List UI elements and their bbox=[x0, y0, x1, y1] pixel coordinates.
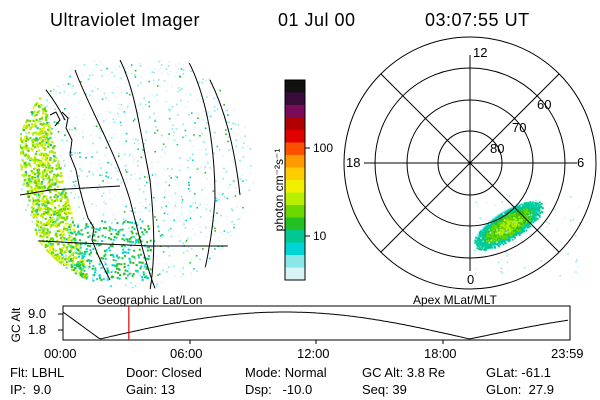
colorbar-segment bbox=[285, 255, 305, 268]
info-glon: GLon: 27.9 bbox=[486, 382, 554, 397]
colorbar-segment bbox=[285, 230, 305, 243]
info-ip: IP: 9.0 bbox=[10, 382, 52, 397]
info-door: Door: Closed bbox=[126, 365, 202, 380]
info-gc-alt: GC Alt: 3.8 Re bbox=[362, 365, 446, 380]
colorbar-tick-10: 10 bbox=[313, 229, 327, 243]
timeline-ytick-low: 1.8 bbox=[28, 322, 47, 337]
colorbar-segment bbox=[285, 180, 305, 193]
timeline-xtick-0000: 00:00 bbox=[44, 346, 77, 361]
mlat-label-60: 60 bbox=[537, 97, 552, 112]
auroral-oval bbox=[471, 195, 581, 277]
mlt-label-6: 6 bbox=[577, 155, 585, 170]
info-filter: Flt: LBHL bbox=[10, 365, 65, 380]
colorbar-segment bbox=[285, 80, 305, 93]
colorbar-segment bbox=[285, 192, 305, 206]
geographic-image bbox=[20, 60, 254, 290]
colorbar-tick-100: 100 bbox=[313, 141, 334, 155]
colorbar-segment bbox=[285, 242, 305, 256]
timeline-xtick-1200: 12:00 bbox=[297, 346, 330, 361]
timeline-xtick-2359: 23:59 bbox=[551, 346, 584, 361]
timeline-xtick-0600: 06:00 bbox=[170, 346, 203, 361]
colorbar-segment bbox=[285, 142, 305, 156]
colorbar-segment bbox=[285, 105, 305, 118]
mlat-label-70: 70 bbox=[512, 120, 527, 135]
colorbar-segment bbox=[285, 217, 305, 231]
info-seq: Seq: 39 bbox=[362, 382, 407, 397]
instrument-title: Ultraviolet Imager bbox=[50, 10, 201, 30]
colorbar-segment bbox=[285, 92, 305, 106]
observation-time: 03:07:55 UT bbox=[425, 10, 530, 30]
timeline-ylabel: GC Alt bbox=[9, 307, 23, 343]
mlt-label-12: 12 bbox=[473, 45, 488, 60]
colorbar-segment bbox=[285, 155, 305, 168]
geographic-panel-label: Geographic Lat/Lon bbox=[97, 293, 203, 307]
info-glat: GLat: -61.1 bbox=[486, 365, 552, 380]
timeline-xtick-1800: 18:00 bbox=[424, 346, 457, 361]
timeline-ytick-high: 9.0 bbox=[28, 306, 47, 321]
colorbar-unit-label: photon cm⁻²s⁻¹ bbox=[272, 148, 286, 232]
colorbar-segment bbox=[285, 117, 305, 131]
mlat-label-80: 80 bbox=[490, 141, 505, 156]
observation-date: 01 Jul 00 bbox=[278, 10, 356, 30]
colorbar bbox=[285, 80, 305, 281]
colorbar-segment bbox=[285, 130, 305, 143]
background-noise bbox=[20, 60, 254, 289]
polar-mlat-mlt-plot bbox=[343, 36, 597, 290]
colorbar-frame bbox=[284, 79, 306, 281]
info-gain: Gain: 13 bbox=[126, 382, 176, 397]
colorbar-segment bbox=[285, 167, 305, 181]
altitude-timeline bbox=[58, 305, 571, 344]
colorbar-segment bbox=[285, 205, 305, 218]
mlt-label-0: 0 bbox=[467, 272, 475, 287]
info-dsp: Dsp: -10.0 bbox=[245, 382, 313, 397]
info-mode: Mode: Normal bbox=[245, 365, 327, 380]
mlt-label-18: 18 bbox=[346, 155, 361, 170]
apex-panel-label: Apex MLat/MLT bbox=[413, 293, 497, 307]
colorbar-segment bbox=[285, 267, 305, 281]
